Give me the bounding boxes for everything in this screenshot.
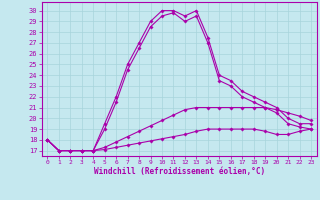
X-axis label: Windchill (Refroidissement éolien,°C): Windchill (Refroidissement éolien,°C) [94, 167, 265, 176]
